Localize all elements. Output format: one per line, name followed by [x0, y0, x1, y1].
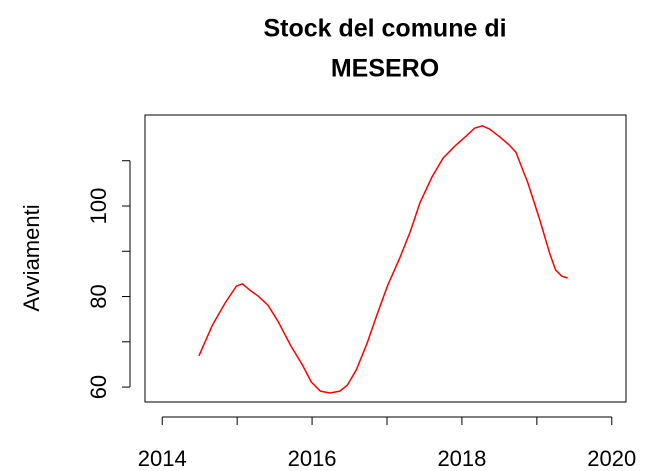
y-tick-label: 80 [86, 284, 111, 308]
y-tick-label: 100 [86, 188, 111, 225]
data-line [198, 125, 568, 394]
x-tick-label: 2014 [138, 446, 187, 471]
chart-title: MESERO [331, 55, 439, 83]
plot-frame [144, 114, 627, 403]
chart-title: Stock del comune di [263, 15, 506, 43]
y-tick-label: 60 [86, 375, 111, 399]
x-tick-label: 2018 [437, 446, 486, 471]
y-axis-label: Avviamenti [19, 204, 44, 311]
x-tick-label: 2020 [587, 446, 636, 471]
x-tick-label: 2016 [288, 446, 337, 471]
